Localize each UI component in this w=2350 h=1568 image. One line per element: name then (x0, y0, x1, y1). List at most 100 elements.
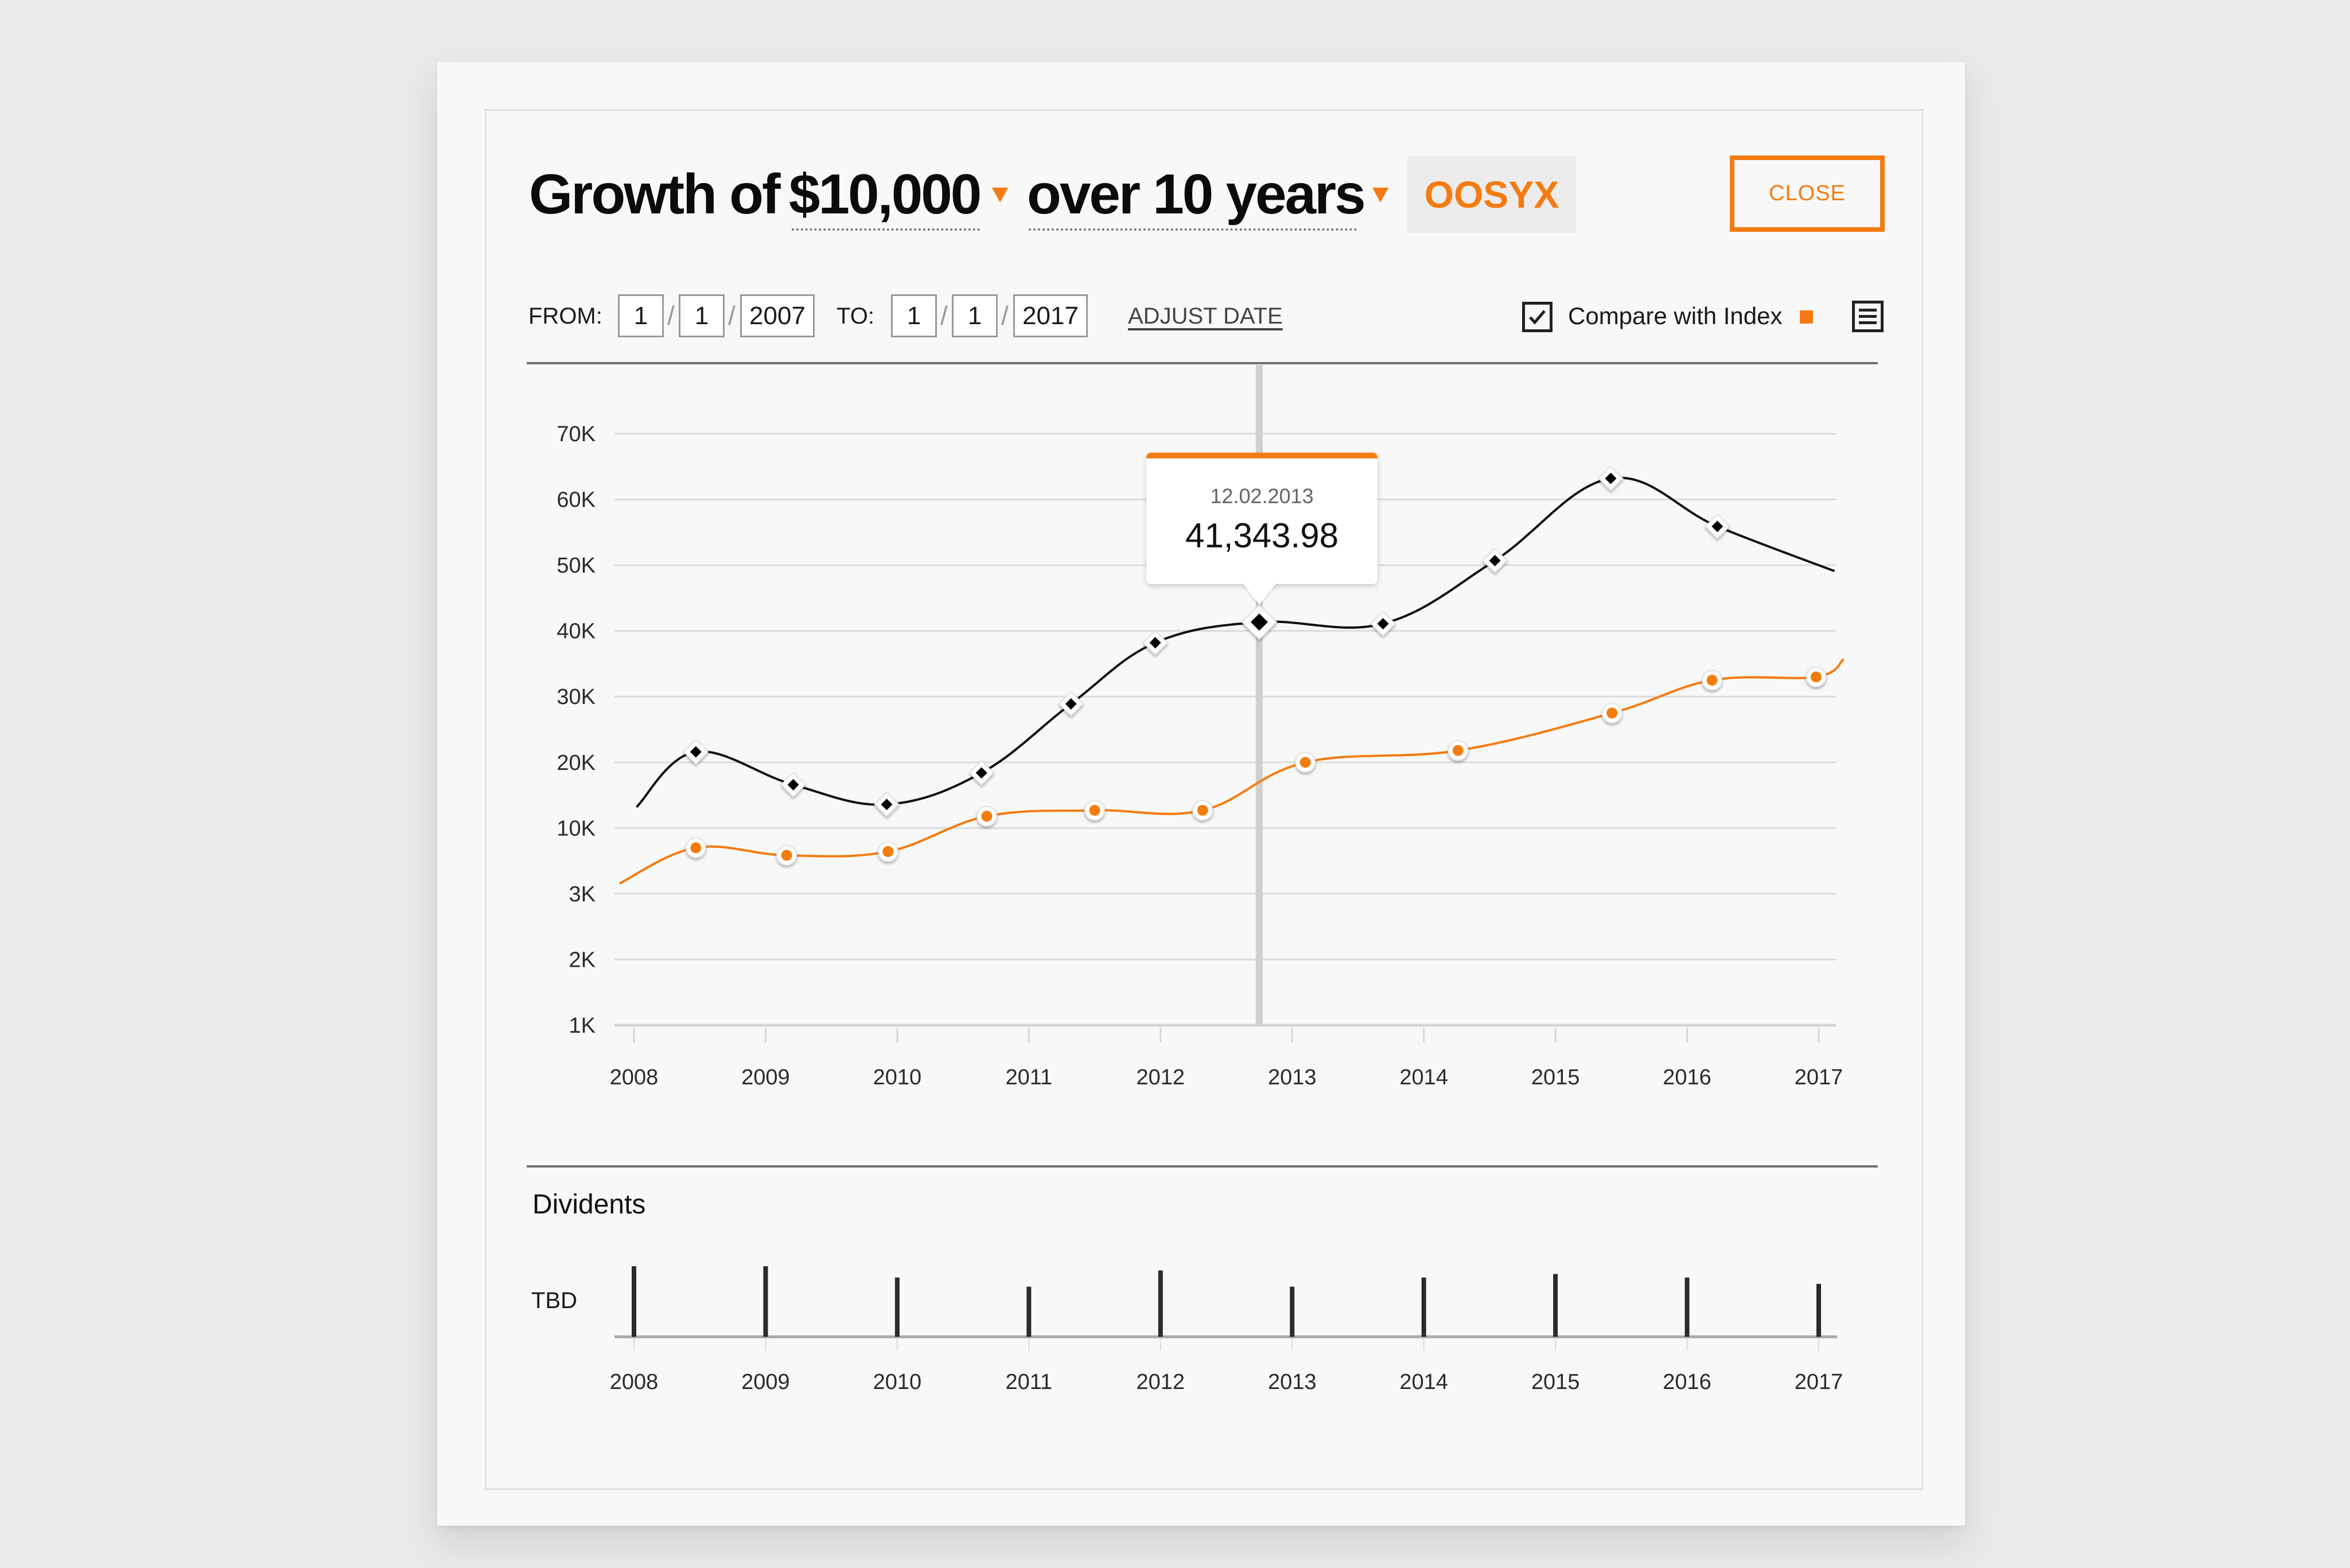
diamond-marker-inner (787, 779, 799, 791)
to-month-input[interactable]: 1 (891, 294, 937, 337)
title-prefix: Growth of (529, 162, 781, 225)
dividend-bar (632, 1266, 636, 1337)
index-data-point (1702, 670, 1723, 691)
ticker-badge: OOSYX (1407, 156, 1576, 233)
index-data-point (1448, 740, 1469, 761)
fund-data-point (1704, 513, 1730, 539)
dividend-x-label: 2012 (1137, 1370, 1185, 1394)
dividend-x-label: 2013 (1268, 1370, 1317, 1394)
to-day-input[interactable]: 1 (952, 294, 998, 337)
dividend-x-label: 2009 (741, 1370, 790, 1394)
diamond-marker-inner (1711, 520, 1723, 532)
period-dropdown-underline (1029, 228, 1357, 231)
dividend-bar (1684, 1277, 1690, 1337)
diamond-marker-inner (1149, 637, 1161, 649)
diamond-marker-inner (1605, 472, 1617, 484)
dividend-bar (1553, 1274, 1558, 1337)
y-tick-label: 40K (557, 620, 596, 644)
x-tick-label: 2010 (873, 1065, 922, 1090)
x-tick-label: 2017 (1795, 1065, 1843, 1090)
dividend-x-label: 2014 (1399, 1370, 1448, 1394)
y-tick-label: 50K (557, 554, 596, 578)
x-tick-label: 2015 (1531, 1065, 1580, 1090)
diamond-marker-inner (1250, 613, 1268, 631)
dividend-x-label: 2015 (1531, 1370, 1580, 1394)
date-separator: / (1001, 301, 1009, 330)
dividend-bar (894, 1277, 900, 1337)
dividend-bar (1026, 1286, 1032, 1337)
compare-label: Compare with Index (1568, 302, 1783, 329)
dividend-bar (1421, 1277, 1426, 1337)
tooltip-date: 12.02.2013 (1210, 484, 1314, 508)
circle-marker-inner (781, 850, 792, 861)
index-data-point (685, 837, 706, 858)
from-label: FROM: (528, 304, 602, 329)
chart-tooltip: 12.02.2013 41,343.98 (1146, 453, 1378, 584)
fund-data-point (1598, 465, 1624, 492)
y-tick-label: 3K (569, 882, 596, 906)
dividends-title: Dividents (532, 1189, 646, 1220)
x-tick-label: 2016 (1663, 1065, 1711, 1090)
adjust-date-link[interactable]: ADJUST DATE (1128, 304, 1283, 329)
dividend-x-label: 2008 (610, 1370, 659, 1394)
from-day-input[interactable]: 1 (679, 294, 725, 337)
dividend-bar (1816, 1283, 1821, 1337)
dividends-divider (527, 1165, 1878, 1168)
circle-marker-inner (981, 811, 993, 822)
index-data-point (1806, 666, 1827, 687)
index-legend-swatch (1800, 310, 1813, 324)
compare-checkbox[interactable] (1522, 302, 1553, 332)
index-data-point (776, 845, 797, 866)
dividend-x-label: 2017 (1795, 1370, 1843, 1394)
diamond-marker-inner (975, 767, 987, 779)
close-button[interactable]: CLOSE (1730, 155, 1885, 232)
dividend-bar (1158, 1270, 1163, 1337)
list-icon[interactable] (1852, 301, 1884, 332)
tooltip-value: 41,343.98 (1185, 516, 1339, 555)
y-tick-label: 70K (557, 422, 596, 446)
index-data-point (1192, 800, 1213, 821)
diamond-marker-inner (1489, 555, 1501, 567)
circle-marker-inner (1706, 675, 1718, 686)
checkmark-icon (1529, 310, 1546, 325)
fund-data-point (780, 772, 807, 798)
diamond-marker-inner (881, 799, 893, 811)
to-year-input[interactable]: 2017 (1013, 294, 1088, 337)
circle-marker-inner (1299, 757, 1311, 768)
fund-data-point (683, 739, 709, 765)
amount-caret-icon[interactable] (992, 188, 1008, 203)
period-dropdown[interactable]: over 10 years (1027, 162, 1366, 225)
index-data-point (1295, 752, 1316, 773)
y-tick-label: 60K (557, 488, 596, 512)
from-month-input[interactable]: 1 (618, 294, 664, 337)
fund-data-point (1058, 691, 1084, 717)
date-separator: / (728, 301, 736, 330)
dividend-x-label: 2010 (873, 1370, 922, 1394)
x-tick-label: 2011 (1005, 1065, 1052, 1090)
fund-data-point (968, 760, 995, 786)
amount-dropdown[interactable]: $10,000 (789, 162, 982, 225)
date-separator: / (940, 301, 948, 330)
dividends-y-label: TBD (531, 1288, 577, 1313)
x-tick-label: 2013 (1268, 1065, 1317, 1090)
dividend-bar (1290, 1286, 1295, 1337)
circle-marker-inner (1197, 804, 1208, 816)
date-separator: / (667, 301, 675, 330)
period-caret-icon[interactable] (1372, 188, 1388, 203)
from-year-input[interactable]: 2007 (740, 294, 815, 337)
index-data-point (877, 841, 898, 862)
amount-dropdown-underline (792, 228, 980, 231)
highlighted-data-point (1241, 604, 1278, 640)
header-divider (527, 362, 1878, 364)
fund-data-point (1370, 610, 1396, 637)
circle-marker-inner (1089, 804, 1100, 816)
x-tick-label: 2012 (1137, 1065, 1185, 1090)
x-tick-label: 2008 (610, 1065, 659, 1090)
y-tick-label: 30K (557, 685, 596, 709)
circle-marker-inner (1452, 745, 1464, 756)
y-tick-label: 20K (557, 751, 596, 775)
fund-data-point (1482, 547, 1508, 574)
fund-data-point (874, 791, 900, 818)
